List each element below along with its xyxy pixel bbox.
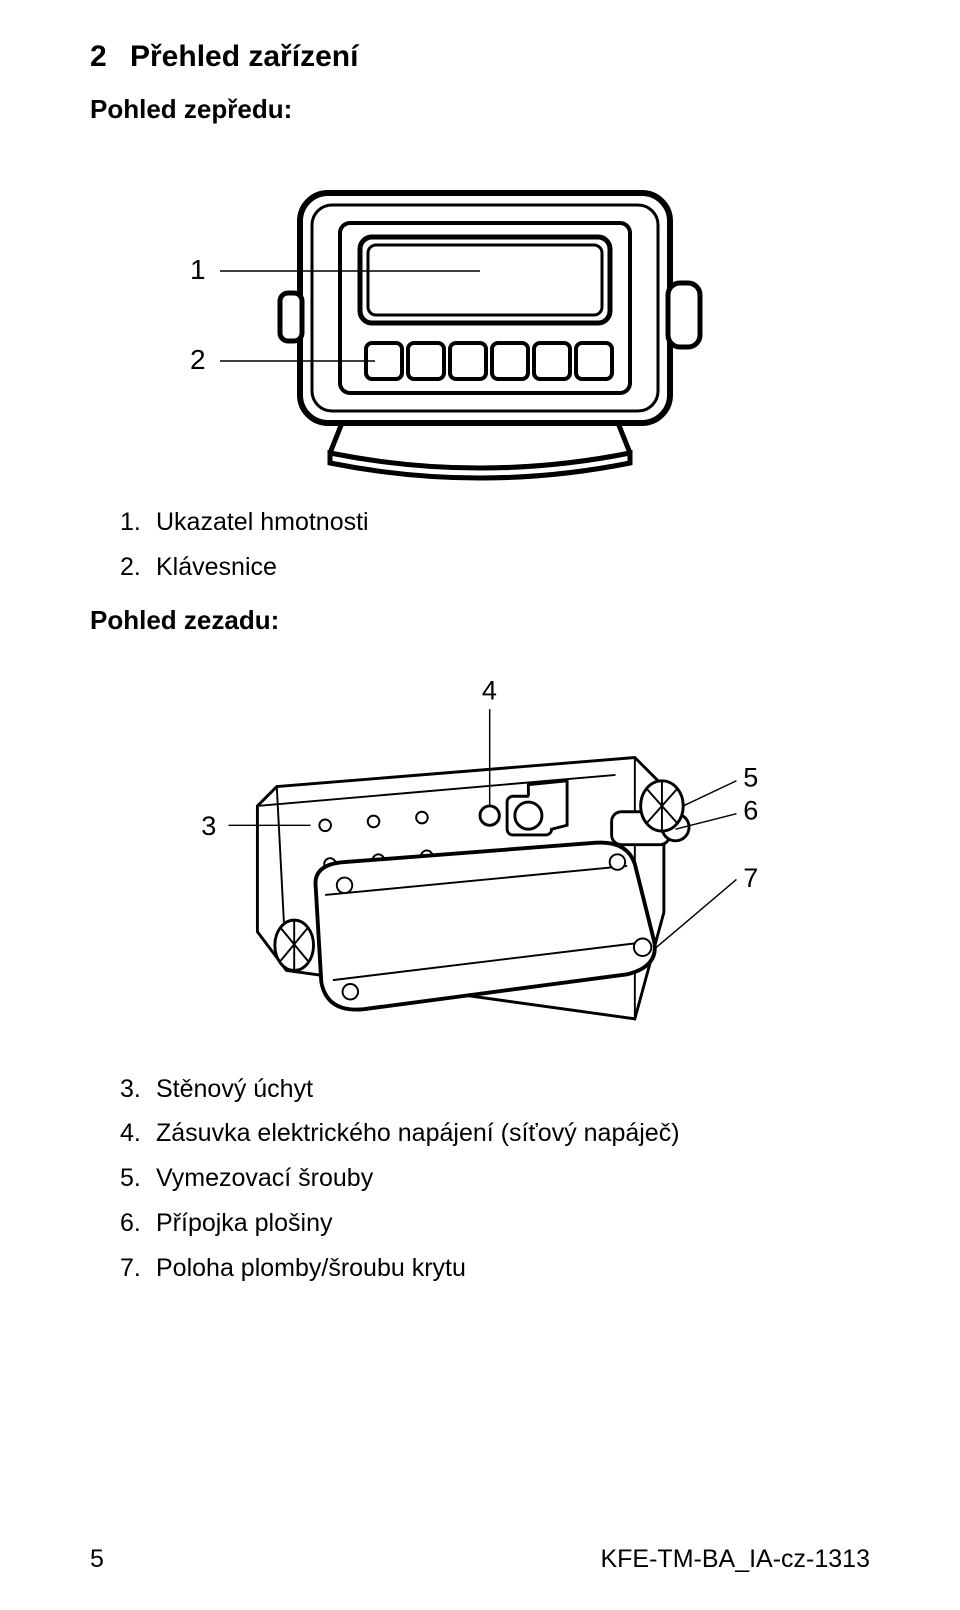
rear-view-diagram: 3 4 5 6 7 bbox=[180, 664, 780, 1064]
page-footer: 5 KFE-TM-BA_IA-cz-1313 bbox=[90, 1545, 870, 1574]
callout-6-label: 6 bbox=[743, 794, 758, 825]
legend-item: 5.Vymezovací šrouby bbox=[120, 1159, 870, 1198]
callout-5-label: 5 bbox=[743, 761, 758, 792]
legend-item: 6.Přípojka plošiny bbox=[120, 1204, 870, 1243]
callout-7-label: 7 bbox=[743, 862, 758, 893]
legend-item: 3.Stěnový úchyt bbox=[120, 1070, 870, 1109]
callout-3-label: 3 bbox=[201, 809, 216, 840]
legend-item: 2.Klávesnice bbox=[120, 548, 870, 587]
legend-item: 1.Ukazatel hmotnosti bbox=[120, 503, 870, 542]
callout-1-label: 1 bbox=[190, 254, 206, 285]
section-title: Přehled zařízení bbox=[130, 40, 358, 73]
legend-item: 7.Poloha plomby/šroubu krytu bbox=[120, 1249, 870, 1288]
callout-4-label: 4 bbox=[482, 674, 497, 705]
callout-2-label: 2 bbox=[190, 344, 206, 375]
page-number: 5 bbox=[90, 1545, 104, 1574]
rear-view-label: Pohled zezadu: bbox=[90, 605, 870, 636]
front-view-diagram: 1 2 bbox=[180, 153, 780, 493]
front-legend: 1.Ukazatel hmotnosti 2.Klávesnice bbox=[90, 503, 870, 587]
section-number: 2 bbox=[90, 40, 130, 74]
section-heading: 2Přehled zařízení bbox=[90, 40, 870, 74]
front-view-label: Pohled zepředu: bbox=[90, 94, 870, 125]
legend-item: 4.Zásuvka elektrického napájení (síťový … bbox=[120, 1114, 870, 1153]
rear-legend: 3.Stěnový úchyt 4.Zásuvka elektrického n… bbox=[90, 1070, 870, 1288]
doc-id: KFE-TM-BA_IA-cz-1313 bbox=[600, 1545, 870, 1574]
page: 2Přehled zařízení Pohled zepředu: 1 bbox=[0, 0, 960, 1610]
